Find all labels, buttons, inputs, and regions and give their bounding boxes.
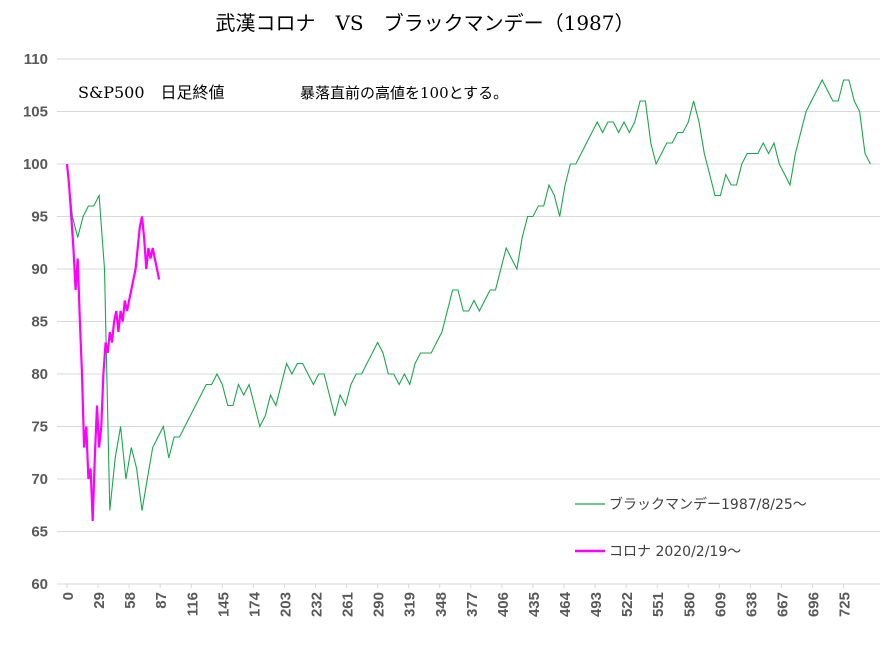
x-tick-label: 348 (433, 592, 450, 617)
series-line (66, 78, 871, 511)
x-tick-label: 435 (526, 592, 543, 617)
x-tick-label: 667 (774, 592, 791, 617)
x-tick-label: 116 (184, 592, 201, 616)
x-tick-label: 580 (681, 592, 698, 617)
x-tick-label: 203 (277, 592, 294, 617)
chart-title: 武漢コロナ VS ブラックマンデー（1987） (215, 11, 634, 35)
legend-label: コロナ 2020/2/19〜 (609, 544, 741, 560)
x-tick-label: 174 (246, 591, 263, 617)
legend-label: ブラックマンデー1987/8/25〜 (609, 496, 807, 513)
y-tick-label: 60 (31, 576, 48, 593)
x-tick-label: 493 (588, 592, 605, 617)
x-tick-label: 725 (837, 592, 854, 617)
x-tick-label: 290 (371, 592, 388, 617)
y-tick-label: 65 (31, 524, 48, 541)
x-tick-label: 87 (153, 592, 170, 609)
x-tick-label: 696 (806, 592, 823, 617)
x-tick-label: 464 (557, 591, 574, 617)
y-tick-label: 110 (24, 51, 48, 68)
x-tick-label: 29 (91, 592, 108, 609)
y-tick-label: 70 (31, 471, 48, 488)
x-tick-label: 551 (650, 592, 667, 617)
x-tick-label: 261 (340, 592, 357, 617)
y-tick-label: 80 (31, 366, 48, 383)
x-tick-label: 638 (743, 592, 760, 617)
y-tick-label: 85 (31, 314, 48, 331)
y-tick-label: 95 (31, 209, 48, 226)
x-tick-label: 377 (464, 592, 481, 617)
x-tick-label: 406 (495, 592, 512, 617)
x-tick-label: 232 (309, 592, 326, 617)
x-tick-label: 609 (712, 592, 729, 617)
annotation: 暴落直前の高値を100とする。 (300, 84, 508, 102)
y-tick-label: 100 (23, 156, 48, 173)
x-tick-label: 319 (402, 592, 419, 617)
series-line (65, 163, 161, 522)
y-tick-label: 90 (31, 261, 48, 278)
x-tick-label: 522 (619, 592, 636, 617)
annotation: S&P500 日足終値 (78, 83, 225, 102)
x-tick-label: 0 (60, 592, 77, 600)
y-tick-label: 105 (23, 104, 48, 121)
y-tick-label: 75 (31, 419, 48, 436)
x-tick-label: 58 (122, 592, 139, 609)
x-tick-label: 145 (215, 592, 232, 617)
